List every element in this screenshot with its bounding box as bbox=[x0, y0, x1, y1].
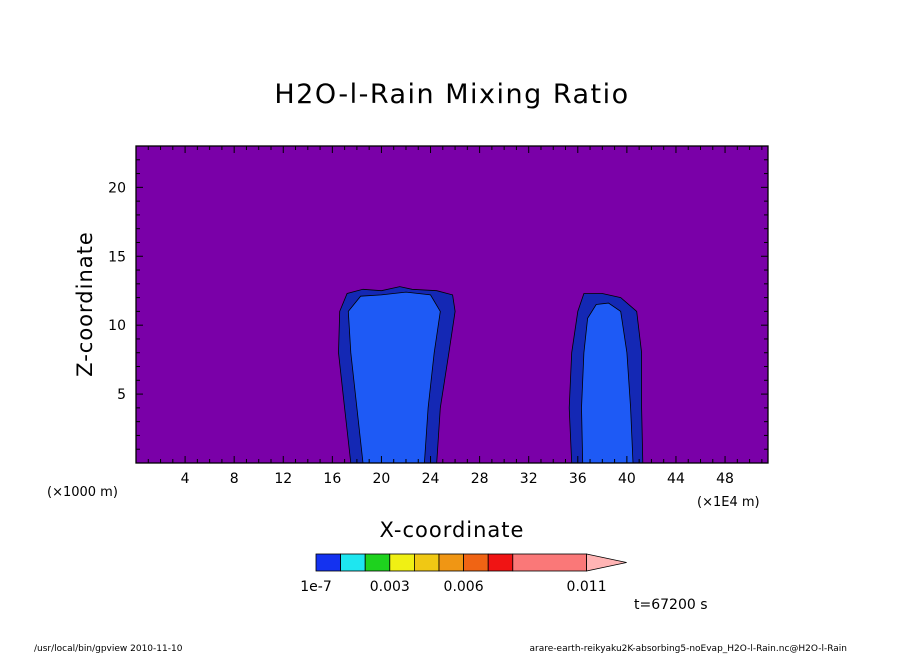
x-tick-label: 24 bbox=[422, 471, 440, 487]
x-tick-label: 32 bbox=[520, 471, 538, 487]
cloud-2-inner bbox=[581, 302, 634, 464]
colorbar-cell bbox=[438, 553, 465, 572]
plot-frame bbox=[135, 145, 769, 464]
x-unit-left: (×1000 m) bbox=[47, 485, 118, 500]
plot-area bbox=[135, 145, 769, 464]
colorbar-cell bbox=[487, 553, 514, 572]
y-tick-label: 20 bbox=[108, 180, 126, 196]
x-tick-label: 28 bbox=[471, 471, 489, 487]
y-axis-label: Z-coordinate bbox=[73, 231, 97, 377]
colorbar-cell bbox=[512, 553, 587, 572]
y-tick-label: 15 bbox=[108, 249, 126, 265]
x-tick-label: 20 bbox=[373, 471, 391, 487]
colorbar-cell bbox=[340, 553, 366, 572]
colorbar-extend-arrow bbox=[586, 553, 627, 572]
colorbar-label: 0.003 bbox=[370, 579, 410, 595]
y-tick-label: 5 bbox=[117, 387, 126, 403]
footer-left: /usr/local/bin/gpview 2010-11-10 bbox=[34, 644, 183, 654]
x-unit-right: (×1E4 m) bbox=[697, 495, 760, 510]
x-tick-label: 16 bbox=[323, 471, 341, 487]
colorbar: 1e-7 0.003 0.006 0.011 bbox=[300, 553, 627, 595]
x-tick-label: 36 bbox=[569, 471, 587, 487]
cloud-1-inner bbox=[347, 291, 441, 464]
x-tick-label: 48 bbox=[716, 471, 734, 487]
colorbar-label: 1e-7 bbox=[300, 579, 331, 595]
colorbar-cell bbox=[315, 553, 342, 572]
y-tick-label: 10 bbox=[108, 318, 126, 334]
time-label: t=67200 s bbox=[634, 597, 708, 613]
x-tick-label: 8 bbox=[230, 471, 239, 487]
footer-right: arare-earth-reikyaku2K-absorbing5-noEvap… bbox=[530, 644, 847, 654]
x-tick-label: 4 bbox=[181, 471, 190, 487]
colorbar-label: 0.011 bbox=[567, 579, 607, 595]
colorbar-cell bbox=[389, 553, 415, 572]
x-axis-label: X-coordinate bbox=[380, 518, 525, 542]
colorbar-cell bbox=[364, 553, 391, 572]
x-axis: 4 8 12 16 20 24 28 32 36 40 44 48 bbox=[135, 146, 763, 487]
colorbar-cell bbox=[463, 553, 489, 572]
chart-title: H2O-l-Rain Mixing Ratio bbox=[274, 79, 629, 110]
x-tick-label: 40 bbox=[618, 471, 636, 487]
y-axis: 5 10 15 20 bbox=[108, 145, 768, 464]
x-tick-label: 44 bbox=[667, 471, 685, 487]
colorbar-label: 0.006 bbox=[444, 579, 484, 595]
colorbar-cell bbox=[413, 553, 440, 572]
x-tick-label: 12 bbox=[274, 471, 292, 487]
